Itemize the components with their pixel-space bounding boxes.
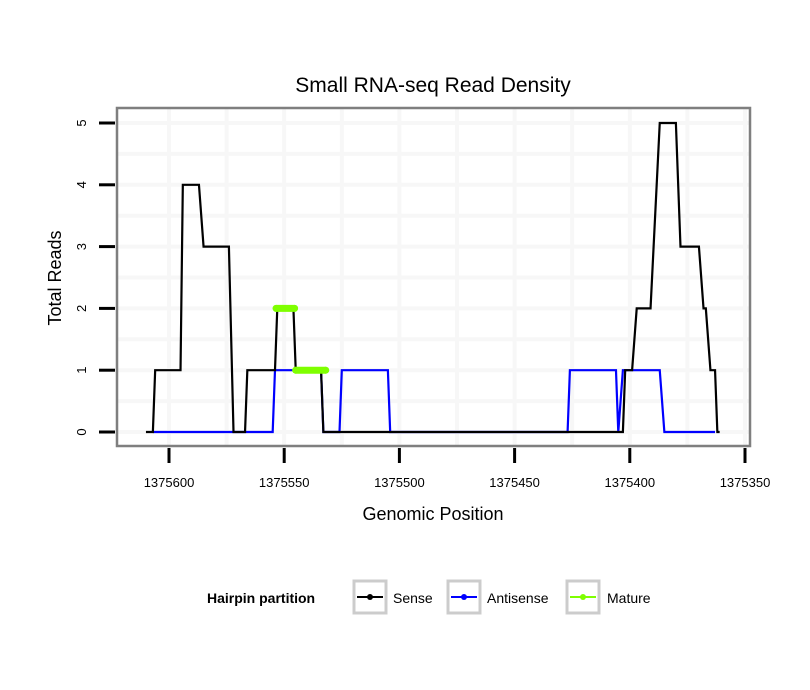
y-tick-label: 1 [74, 367, 89, 374]
x-tick-label: 1375550 [259, 475, 310, 490]
legend-label-sense: Sense [393, 590, 433, 606]
legend-item-mature: Mature [565, 579, 651, 615]
y-tick-label: 2 [74, 305, 89, 312]
legend-key-mature-dot [580, 594, 586, 600]
series-mature-point [322, 366, 330, 374]
y-tick-label: 3 [74, 243, 89, 250]
legend-key-sense-dot [367, 594, 373, 600]
x-tick-label: 1375450 [489, 475, 540, 490]
y-tick-label: 5 [74, 119, 89, 126]
legend: Hairpin partition Sense Antisense Mature [207, 579, 651, 615]
panel-border [115, 106, 752, 448]
x-tick-label: 1375400 [604, 475, 655, 490]
series-mature-point [291, 304, 299, 312]
legend-label-mature: Mature [607, 590, 651, 606]
series-layer [145, 121, 720, 434]
y-axis: 0 1 2 3 4 5 [74, 119, 115, 436]
x-tick-label: 1375600 [144, 475, 195, 490]
series-mature-point [272, 304, 280, 312]
y-tick-label: 0 [74, 428, 89, 435]
x-tick-label: 1375500 [374, 475, 425, 490]
legend-item-antisense: Antisense [446, 579, 549, 615]
legend-title: Hairpin partition [207, 590, 315, 606]
series-sense-line [145, 121, 720, 434]
legend-key-antisense-dot [461, 594, 467, 600]
legend-item-sense: Sense [352, 579, 433, 615]
legend-label-antisense: Antisense [487, 590, 549, 606]
series-mature-point [292, 366, 300, 374]
x-tick-label: 1375350 [720, 475, 771, 490]
y-tick-label: 4 [74, 181, 89, 188]
x-axis: 1375600 1375550 1375500 1375450 1375400 13753… [144, 448, 771, 490]
x-axis-title: Genomic Position [362, 504, 503, 524]
plot-panel [115, 106, 752, 448]
y-axis-title: Total Reads [45, 230, 65, 325]
chart-title: Small RNA-seq Read Density [295, 74, 571, 97]
